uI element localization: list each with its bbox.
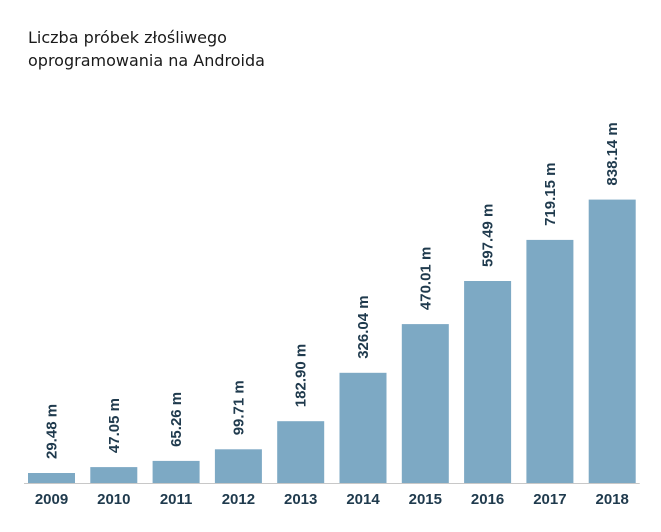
bar-2018 — [588, 199, 636, 483]
bar-2012 — [214, 449, 262, 483]
bar-2009 — [28, 473, 75, 483]
value-labels-group: 29.48 m 47.05 m 65.26 m 99.71 m 182.90 m 326.… — [44, 122, 622, 459]
x-tick-label-2013: 2013 — [284, 491, 317, 508]
chart-title-line-2: oprogramowania na Androida — [28, 51, 265, 70]
bar-2014 — [339, 372, 387, 483]
x-tick-label-2015: 2015 — [409, 491, 442, 508]
value-label-2013: 182.90 m — [293, 344, 310, 407]
value-label-2017: 719.15 m — [542, 163, 559, 226]
x-tick-label-2012: 2012 — [222, 491, 255, 508]
x-tick-label-2016: 2016 — [471, 491, 504, 508]
value-label-2009: 29.48 m — [44, 404, 61, 459]
value-label-2011: 65.26 m — [168, 392, 185, 447]
chart-title: Liczba próbek złośliwego oprogramowania … — [28, 26, 428, 72]
x-tick-label-2009: 2009 — [35, 491, 68, 508]
x-tick-label-2017: 2017 — [533, 491, 566, 508]
bar-2017 — [526, 239, 574, 483]
bars-group — [28, 199, 636, 483]
chart-title-line-1: Liczba próbek złośliwego — [28, 28, 227, 47]
value-label-2018: 838.14 m — [604, 122, 621, 185]
value-label-2015: 470.01 m — [417, 247, 434, 310]
value-label-2016: 597.49 m — [480, 204, 497, 267]
x-tick-label-2011: 2011 — [160, 491, 193, 508]
bar-2015 — [401, 324, 449, 483]
x-tick-labels-group: 2009 2010 2011 2012 2013 2014 2015 2016 2017 2018 — [35, 491, 629, 508]
x-tick-label-2014: 2014 — [346, 491, 380, 508]
bar-2010 — [90, 467, 138, 483]
bar-2011 — [152, 460, 200, 483]
x-tick-label-2018: 2018 — [596, 491, 629, 508]
value-label-2010: 47.05 m — [106, 398, 123, 453]
bar-2013 — [277, 421, 325, 483]
bar-2016 — [464, 281, 512, 483]
value-label-2012: 99.71 m — [230, 380, 247, 435]
value-label-2014: 326.04 m — [355, 295, 372, 358]
x-tick-label-2010: 2010 — [97, 491, 130, 508]
